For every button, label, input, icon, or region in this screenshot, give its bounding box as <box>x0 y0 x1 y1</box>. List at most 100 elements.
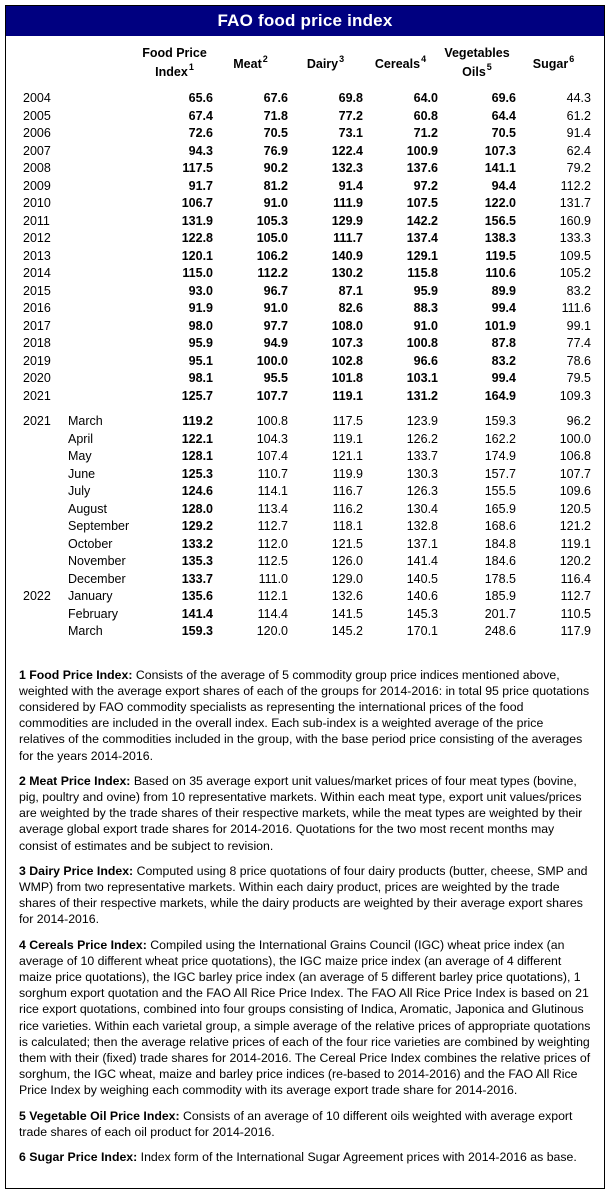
value-cell: 174.9 <box>484 449 516 463</box>
value-cell: 140.6 <box>406 589 438 603</box>
fao-index-panel: FAO food price index Food Price Index1 Mea… <box>5 5 605 1189</box>
value-cell: 77.4 <box>566 336 591 350</box>
value-cell: 116.4 <box>560 571 591 586</box>
year-cell: 2021 <box>23 414 51 428</box>
value-cell: 137.1 <box>406 536 438 551</box>
table-row: 2018 95.9 94.9 107.3 100.8 87.8 77.4 <box>6 335 604 353</box>
year-cell: 2020 <box>23 371 51 385</box>
value-cell: 141.5 <box>331 606 363 621</box>
value-cell: 111.7 <box>333 231 363 245</box>
footnote-lead: 4 Cereals Price Index: <box>19 937 147 952</box>
month-cell <box>68 230 136 248</box>
value-cell: 91.9 <box>188 301 213 315</box>
footnote: 3 Dairy Price Index: Computed using 8 pr… <box>19 863 588 927</box>
value-cell: 105.0 <box>256 231 288 245</box>
value-cell: 112.2 <box>257 266 288 280</box>
value-cell: 102.8 <box>331 353 363 368</box>
value-cell: 140.5 <box>406 571 438 586</box>
table-row: 2008 117.5 90.2 132.3 137.6 141.1 79.2 <box>6 160 604 178</box>
month-cell <box>68 160 136 178</box>
value-cell: 130.3 <box>406 466 438 481</box>
value-cell: 164.9 <box>484 388 516 403</box>
year-cell <box>23 466 68 484</box>
value-cell: 122.1 <box>181 431 213 446</box>
value-cell: 101.8 <box>331 371 363 385</box>
value-cell: 61.2 <box>566 108 591 123</box>
value-cell: 130.4 <box>406 501 438 516</box>
value-cell: 96.7 <box>263 283 288 298</box>
value-cell: 70.5 <box>263 126 288 140</box>
value-cell: 133.7 <box>406 449 438 463</box>
month-cell <box>68 178 136 196</box>
value-cell: 104.3 <box>256 431 288 446</box>
value-cell: 44.3 <box>566 91 591 105</box>
value-cell: 107.3 <box>484 143 516 158</box>
value-cell: 121.5 <box>331 536 363 551</box>
value-cell: 107.3 <box>331 336 363 350</box>
value-cell: 112.0 <box>257 536 288 551</box>
column-header-footnote-ref: 2 <box>262 54 268 65</box>
table-row: November 135.3 112.5 126.0 141.4 184.6 120.2 <box>6 553 604 571</box>
value-cell: 60.8 <box>413 108 438 123</box>
year-cell: 2018 <box>23 336 51 350</box>
value-cell: 248.6 <box>484 624 516 638</box>
month-cell: March <box>68 414 103 428</box>
value-cell: 120.0 <box>256 624 288 638</box>
value-cell: 72.6 <box>188 126 213 140</box>
year-cell: 2013 <box>23 248 51 263</box>
value-cell: 119.5 <box>485 248 516 263</box>
month-cell: January <box>68 589 113 603</box>
footnote: 4 Cereals Price Index: Compiled using th… <box>19 937 591 1098</box>
table-row: 2004 65.6 67.6 69.8 64.0 69.6 44.3 <box>6 90 604 108</box>
value-cell: 100.8 <box>406 336 438 350</box>
table-row: 2020 98.1 95.5 101.8 103.1 99.4 79.5 <box>6 370 604 388</box>
value-cell: 62.4 <box>566 143 591 158</box>
value-cell: 107.5 <box>406 196 438 210</box>
value-cell: 133.3 <box>559 231 591 245</box>
value-cell: 162.2 <box>484 431 516 446</box>
month-cell: October <box>68 536 113 551</box>
table-header-row: Food Price Index1 Meat2 Dairy3 Cereals4 Veget… <box>6 36 604 90</box>
section-gap <box>6 405 604 413</box>
value-cell: 157.7 <box>484 466 516 481</box>
value-cell: 112.1 <box>257 589 288 603</box>
value-cell: 67.4 <box>188 108 213 123</box>
value-cell: 79.2 <box>566 161 591 175</box>
month-cell: July <box>68 484 91 498</box>
table-row: April 122.1 104.3 119.1 126.2 162.2 100.0 <box>6 431 604 449</box>
year-cell: 2008 <box>23 161 51 175</box>
value-cell: 111.9 <box>333 196 363 210</box>
value-cell: 79.5 <box>566 371 591 385</box>
value-cell: 94.9 <box>263 336 288 350</box>
value-cell: 97.7 <box>263 318 288 333</box>
value-cell: 125.3 <box>181 466 213 481</box>
value-cell: 90.2 <box>263 161 288 175</box>
table-row: 2009 91.7 81.2 91.4 97.2 94.4 112.2 <box>6 178 604 196</box>
year-cell: 2006 <box>23 126 51 140</box>
value-cell: 113.4 <box>257 501 288 516</box>
value-cell: 107.7 <box>559 466 591 481</box>
value-cell: 95.9 <box>413 283 438 298</box>
value-cell: 178.5 <box>484 571 516 586</box>
year-cell: 2021 <box>23 388 51 403</box>
value-cell: 110.5 <box>560 606 591 621</box>
month-cell <box>68 283 136 301</box>
value-cell: 122.8 <box>181 231 213 245</box>
value-cell: 69.6 <box>491 91 516 105</box>
year-cell <box>23 448 68 466</box>
value-cell: 118.1 <box>332 519 363 533</box>
table-row: 2021 March 119.2 100.8 117.5 123.9 159.3 96.2 <box>6 413 604 431</box>
value-cell: 101.9 <box>484 318 516 333</box>
value-cell: 107.4 <box>256 449 288 463</box>
month-cell: June <box>68 466 96 481</box>
month-cell <box>68 318 136 336</box>
value-cell: 64.0 <box>413 91 438 105</box>
column-header-footnote-ref: 6 <box>569 54 575 65</box>
value-cell: 109.5 <box>559 248 591 263</box>
value-cell: 122.4 <box>331 143 363 158</box>
value-cell: 112.2 <box>560 178 591 193</box>
value-cell: 95.1 <box>188 353 213 368</box>
value-cell: 130.2 <box>331 266 363 280</box>
table-row: 2012 122.8 105.0 111.7 137.4 138.3 133.3 <box>6 230 604 248</box>
year-cell: 2016 <box>23 301 51 315</box>
